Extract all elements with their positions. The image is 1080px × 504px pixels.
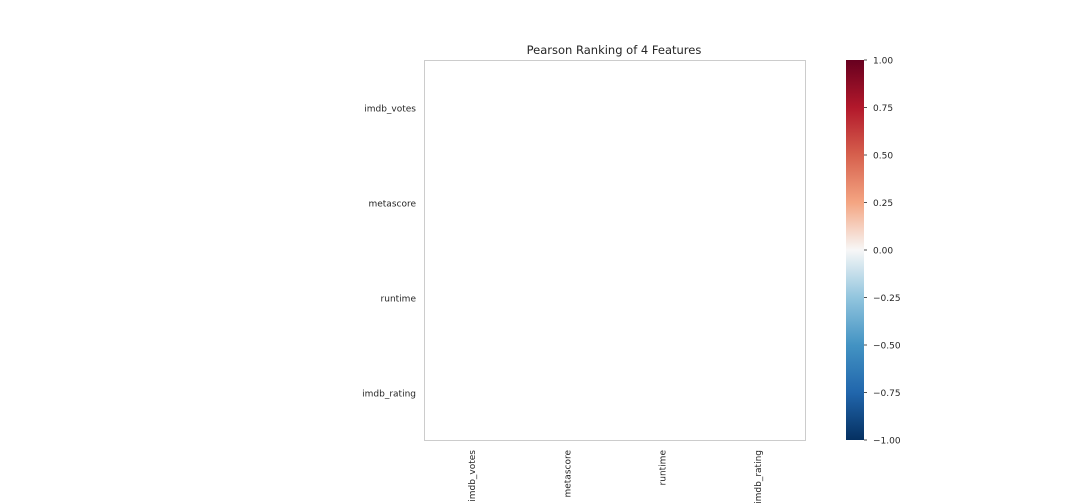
colorbar-tick-label: 0.25: [873, 199, 893, 209]
colorbar-tick-label: −0.50: [873, 342, 901, 352]
x-tick-label-metascore: metascore: [563, 450, 573, 498]
y-tick-label-metascore: metascore: [368, 200, 416, 210]
colorbar-tick-labels: −1.00 −0.75 −0.50 −0.25 0.00 0.25 0.50 0.75 1.00: [864, 57, 901, 447]
x-tick-label-imdb_votes: imdb_votes: [468, 450, 478, 502]
colorbar-tick-label: −0.75: [873, 389, 901, 399]
y-tick-label-imdb_rating: imdb_rating: [362, 390, 416, 400]
x-tick-label-runtime: runtime: [659, 450, 669, 486]
colorbar-tick-label: 1.00: [873, 57, 893, 67]
x-axis-tick-labels: imdb_votes metascore runtime imdb_rating: [468, 450, 764, 504]
y-tick-label-runtime: runtime: [381, 295, 417, 305]
colorbar-tick-label: 0.00: [873, 247, 893, 257]
colorbar-tick-label: −1.00: [873, 437, 901, 447]
y-tick-label-imdb_votes: imdb_votes: [364, 105, 416, 115]
x-tick-label-imdb_rating: imdb_rating: [754, 450, 764, 504]
colorbar: [846, 60, 864, 440]
chart-title: Pearson Ranking of 4 Features: [527, 43, 702, 57]
colorbar-tick-label: 0.75: [873, 104, 893, 114]
plot-area-frame: [424, 60, 806, 441]
colorbar-tick-label: 0.50: [873, 152, 893, 162]
colorbar-tick-label: −0.25: [873, 294, 901, 304]
y-axis-tick-labels: imdb_votes metascore runtime imdb_rating: [362, 105, 416, 400]
